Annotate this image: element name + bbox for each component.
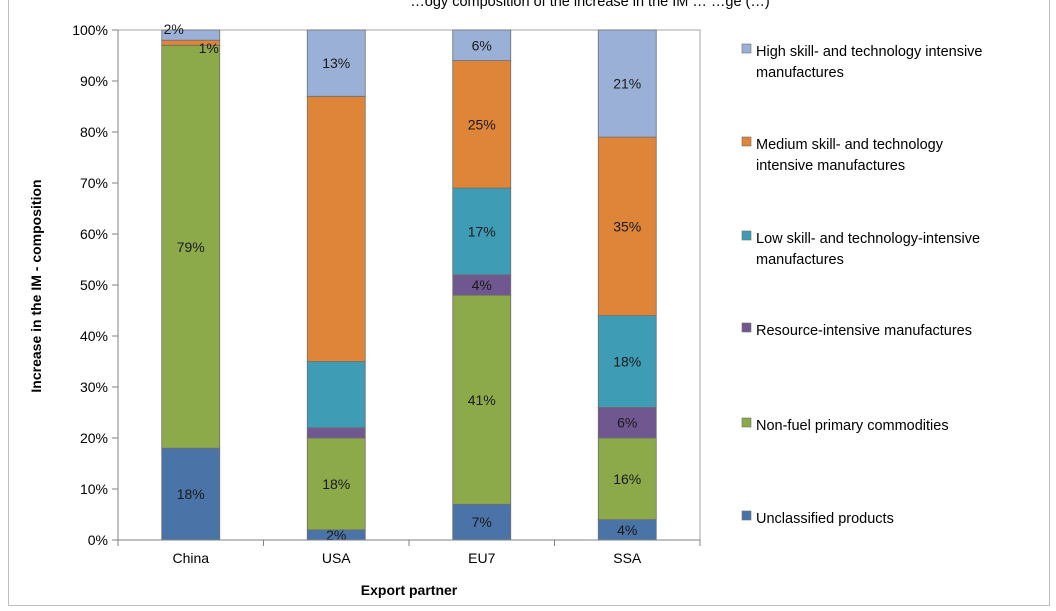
data-label: 4%: [617, 522, 637, 538]
y-tick-label: 40%: [80, 328, 108, 344]
y-tick-label: 50%: [80, 277, 108, 293]
bar-segment: [306, 95, 366, 362]
data-label: 79%: [177, 239, 205, 255]
legend-label: Resource-intensive manufactures: [756, 323, 972, 339]
data-label: 25%: [468, 116, 496, 132]
legend-swatch: [741, 510, 752, 521]
x-tick-label: USA: [322, 550, 351, 566]
legend-swatch: [741, 417, 752, 428]
y-tick-label: 10%: [80, 481, 108, 497]
x-tick-label: EU7: [468, 550, 495, 566]
legend-label: High skill- and technology intensive manu…: [756, 44, 983, 81]
data-label: 2%: [326, 527, 346, 543]
y-tick-label: 30%: [80, 379, 108, 395]
bar-segment: [306, 437, 366, 531]
bar-segment: [452, 294, 512, 505]
data-label: 35%: [613, 218, 641, 234]
y-tick-label: 80%: [80, 124, 108, 140]
data-label: 1%: [199, 40, 219, 56]
legend-label: Low skill- and technology-intensive manuf…: [756, 231, 980, 268]
bar-segment: [597, 136, 657, 317]
y-tick-label: 20%: [80, 430, 108, 446]
data-label: 4%: [472, 277, 492, 293]
bar-segment: [161, 44, 221, 449]
data-label: 16%: [613, 471, 641, 487]
x-tick-label: SSA: [613, 550, 642, 566]
data-label: 6%: [617, 415, 637, 431]
data-label: 18%: [177, 486, 205, 502]
y-tick-label: 0%: [88, 532, 108, 548]
x-axis: China USA EU7 SSA: [117, 539, 701, 566]
x-axis-title: Export partner: [361, 582, 458, 598]
bar-segment: [161, 29, 221, 41]
x-tick-label: China: [172, 550, 209, 566]
bar-segment: [597, 29, 657, 138]
legend-label: Medium skill- and technology intensive ma…: [756, 137, 944, 174]
bar-segment: [161, 447, 221, 541]
data-label: 6%: [472, 37, 492, 53]
bar-segment: [452, 187, 512, 276]
bar-segment: [597, 437, 657, 520]
y-axis: 0% 10% 20% 30% 40% 50% 60% 70% 80% 90% 100%: [72, 22, 119, 548]
legend-swatch: [741, 136, 752, 147]
data-label: 18%: [322, 476, 350, 492]
data-label: 7%: [472, 514, 492, 530]
legend-swatch: [741, 230, 752, 241]
data-label: 17%: [468, 223, 496, 239]
chart-title: …ogy composition of the increase in the …: [410, 0, 769, 10]
bar-segment: [452, 29, 512, 62]
legend: High skill- and technology intensive manu…: [741, 43, 983, 527]
data-labels: 18% 79% 1% 2% 2% 18% 13% 7% 41% 4% 17% 25% 6% 4% 16% 6%…: [164, 21, 642, 543]
bar-segment: [452, 503, 512, 541]
data-label: 21%: [613, 76, 641, 92]
legend-swatch: [741, 322, 752, 333]
bars: [161, 29, 657, 541]
legend-label: Unclassified products: [756, 511, 894, 527]
y-axis-title: Increase in the IM - composition: [28, 179, 44, 392]
bar-segment: [452, 60, 512, 189]
bar-segment: [597, 315, 657, 408]
legend-label: Non-fuel primary commodities: [756, 418, 949, 434]
data-label: 13%: [322, 55, 350, 71]
legend-swatch: [741, 43, 752, 54]
y-tick-label: 70%: [80, 175, 108, 191]
data-label: 18%: [613, 354, 641, 370]
y-tick-label: 90%: [80, 73, 108, 89]
bar-segment: [597, 406, 657, 439]
data-label: 41%: [468, 392, 496, 408]
bar-segment: [306, 29, 366, 97]
y-tick-label: 100%: [72, 22, 108, 38]
bar-segment: [306, 361, 366, 429]
bar-segment: [306, 427, 366, 439]
y-tick-label: 60%: [80, 226, 108, 242]
data-label: 2%: [164, 21, 184, 37]
